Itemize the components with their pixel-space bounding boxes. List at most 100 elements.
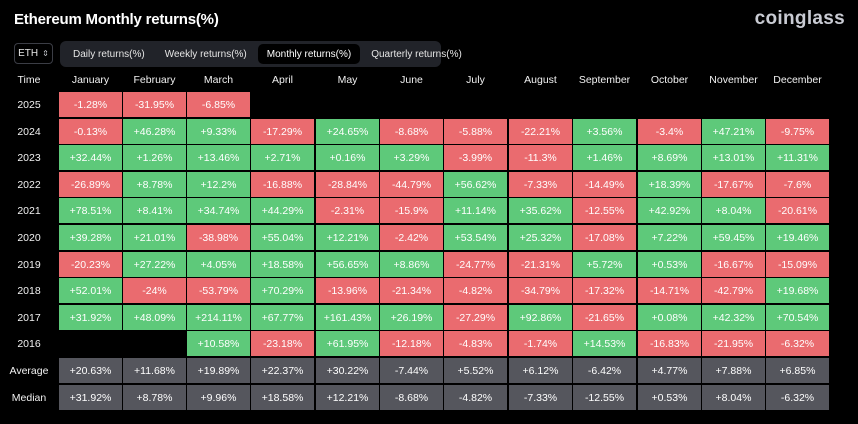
return-cell: -4.83% <box>444 331 507 356</box>
return-cell: +1.26% <box>123 145 186 170</box>
return-cell: -0.13% <box>59 119 122 144</box>
return-cell: +52.01% <box>59 278 122 303</box>
summary-cell: +20.63% <box>59 358 122 383</box>
row-label-average: Average <box>9 364 49 377</box>
return-cell: +12.21% <box>316 225 379 250</box>
return-cell: +70.54% <box>766 305 829 330</box>
return-cell: -38.98% <box>187 225 250 250</box>
return-cell: +56.62% <box>444 172 507 197</box>
return-cell: -7.33% <box>509 172 572 197</box>
row-label-year: 2019 <box>17 258 41 271</box>
row-label-year: 2016 <box>17 337 41 350</box>
row-label-year: 2022 <box>17 178 41 191</box>
return-cell: -15.09% <box>766 252 829 277</box>
summary-cell: +7.88% <box>702 358 765 383</box>
tab-monthly-returns[interactable]: Monthly returns(%) <box>257 44 361 64</box>
return-cell: -20.23% <box>59 252 122 277</box>
column-header-august: August <box>524 74 557 86</box>
tab-quarterly-returns[interactable]: Quarterly returns(%) <box>371 48 462 60</box>
summary-cell: +31.92% <box>59 385 122 410</box>
return-cell: +27.22% <box>123 252 186 277</box>
return-cell: -2.42% <box>380 225 443 250</box>
return-cell: -13.96% <box>316 278 379 303</box>
return-cell: +7.22% <box>638 225 701 250</box>
return-cell: -2.31% <box>316 198 379 223</box>
return-cell: +18.39% <box>638 172 701 197</box>
row-label-year: 2024 <box>17 125 41 138</box>
summary-cell: +5.52% <box>444 358 507 383</box>
return-cell: -28.84% <box>316 172 379 197</box>
return-cell: -17.67% <box>702 172 765 197</box>
return-cell: -17.29% <box>251 119 314 144</box>
return-cell: -8.68% <box>380 119 443 144</box>
tab-daily-returns[interactable]: Daily returns(%) <box>73 48 145 60</box>
return-cell: +9.33% <box>187 119 250 144</box>
column-header-october: October <box>650 74 689 86</box>
return-cell: +78.51% <box>59 198 122 223</box>
return-cell: +32.44% <box>59 145 122 170</box>
row-label-year: 2017 <box>17 311 41 324</box>
return-cell: +214.11% <box>187 305 250 330</box>
row-label-year: 2018 <box>17 284 41 297</box>
return-cell: +48.09% <box>123 305 186 330</box>
return-cell: +21.01% <box>123 225 186 250</box>
return-cell: +12.2% <box>187 172 250 197</box>
summary-cell: -4.82% <box>444 385 507 410</box>
return-cell: +8.04% <box>702 198 765 223</box>
row-label-year: 2023 <box>17 151 41 164</box>
return-cell: +42.32% <box>702 305 765 330</box>
return-cell: -9.75% <box>766 119 829 144</box>
summary-cell: -8.68% <box>380 385 443 410</box>
chevron-updown-icon: ⇕ <box>42 48 49 58</box>
return-cell: +0.16% <box>316 145 379 170</box>
return-cell: -22.21% <box>509 119 572 144</box>
return-cell: -11.3% <box>509 145 572 170</box>
column-header-november: November <box>709 74 758 86</box>
return-cell: -42.79% <box>702 278 765 303</box>
return-cell: -16.88% <box>251 172 314 197</box>
return-cell: -17.32% <box>573 278 636 303</box>
return-cell: +3.56% <box>573 119 636 144</box>
summary-cell: +8.78% <box>123 385 186 410</box>
return-cell: +10.58% <box>187 331 250 356</box>
return-cell: +61.95% <box>316 331 379 356</box>
return-cell: -1.28% <box>59 92 122 117</box>
return-cell: +59.45% <box>702 225 765 250</box>
summary-cell: -6.32% <box>766 385 829 410</box>
return-cell: -21.34% <box>380 278 443 303</box>
return-cell: +25.32% <box>509 225 572 250</box>
summary-cell: -7.44% <box>380 358 443 383</box>
summary-cell: +9.96% <box>187 385 250 410</box>
coin-select[interactable]: ETH ⇕ <box>14 43 53 64</box>
return-cell: +11.31% <box>766 145 829 170</box>
return-cell: +53.54% <box>444 225 507 250</box>
column-header-september: September <box>578 74 631 86</box>
return-cell: -34.79% <box>509 278 572 303</box>
return-cell: -1.74% <box>509 331 572 356</box>
summary-cell: +0.53% <box>638 385 701 410</box>
return-cell: +2.71% <box>251 145 314 170</box>
return-cell: -15.9% <box>380 198 443 223</box>
return-cell: -14.49% <box>573 172 636 197</box>
return-cell: -31.95% <box>123 92 186 117</box>
return-cell: -12.18% <box>380 331 443 356</box>
return-cell: +4.05% <box>187 252 250 277</box>
tab-weekly-returns[interactable]: Weekly returns(%) <box>164 48 247 60</box>
return-cell: +14.53% <box>573 331 636 356</box>
return-cell: -24.77% <box>444 252 507 277</box>
summary-cell: +22.37% <box>251 358 314 383</box>
return-cell: -14.71% <box>638 278 701 303</box>
summary-cell: +18.58% <box>251 385 314 410</box>
returns-period-tabs: Daily returns(%) Weekly returns(%) Month… <box>60 41 462 67</box>
summary-cell: +8.04% <box>702 385 765 410</box>
return-cell: +0.08% <box>638 305 701 330</box>
summary-cell: +11.68% <box>123 358 186 383</box>
return-cell: +35.62% <box>509 198 572 223</box>
return-cell: +67.77% <box>251 305 314 330</box>
return-cell: -17.08% <box>573 225 636 250</box>
return-cell: -20.61% <box>766 198 829 223</box>
return-cell: +24.65% <box>316 119 379 144</box>
return-cell: +39.28% <box>59 225 122 250</box>
return-cell: -44.79% <box>380 172 443 197</box>
summary-cell: -7.33% <box>509 385 572 410</box>
